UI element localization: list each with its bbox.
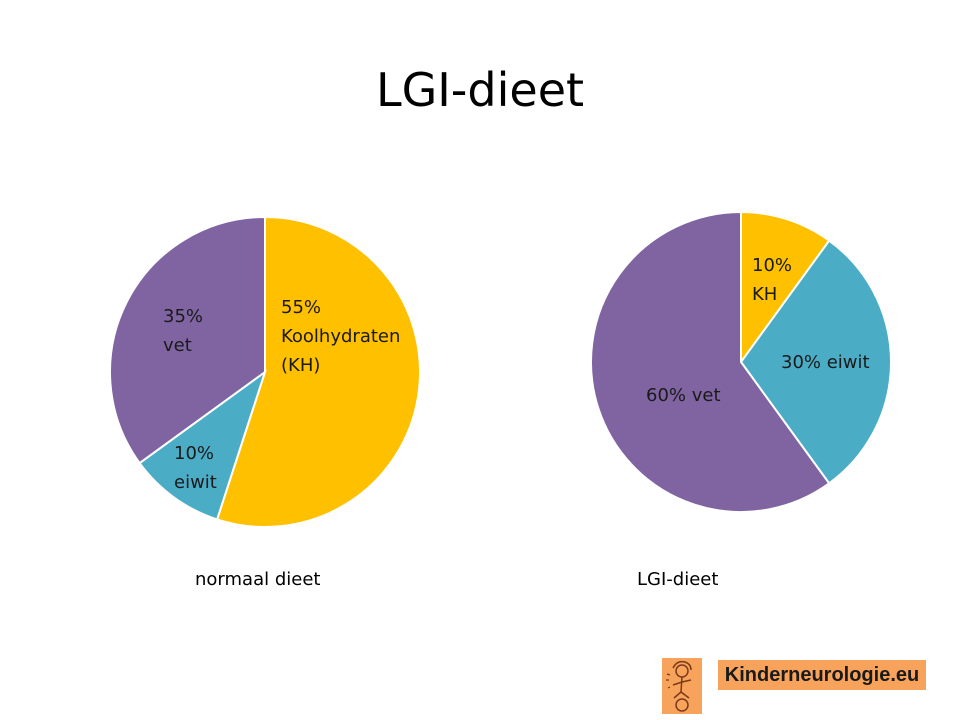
pie1-data-label-3: 35% vet	[163, 306, 203, 356]
pie2-data-label-2: 30% eiwit	[781, 352, 870, 373]
pie1-data-label-2: 10% eiwit	[174, 443, 217, 493]
pie2-slice-1	[740, 210, 831, 366]
pie2-slice-2	[739, 239, 893, 485]
child-figure-icon	[666, 660, 692, 712]
pie2-data-label-1: 10% KH	[752, 255, 792, 305]
chart-caption-normal: normaal dieet	[195, 569, 321, 590]
logo-text: Kinderneurologie.eu	[718, 660, 926, 690]
logo-icon	[662, 658, 702, 714]
slide-title: LGI-dieet	[375, 63, 585, 117]
pie1-data-label-1: 55% Koolhydraten (KH)	[281, 297, 400, 376]
pie1-slice-3	[109, 215, 266, 465]
pie1-slice-1	[215, 215, 421, 528]
pie1-slice-2	[138, 369, 267, 521]
pie2-data-label-3: 60% vet	[646, 385, 721, 406]
chart-caption-lgi: LGI-dieet	[637, 569, 719, 590]
pie2-slice-3	[590, 210, 831, 513]
